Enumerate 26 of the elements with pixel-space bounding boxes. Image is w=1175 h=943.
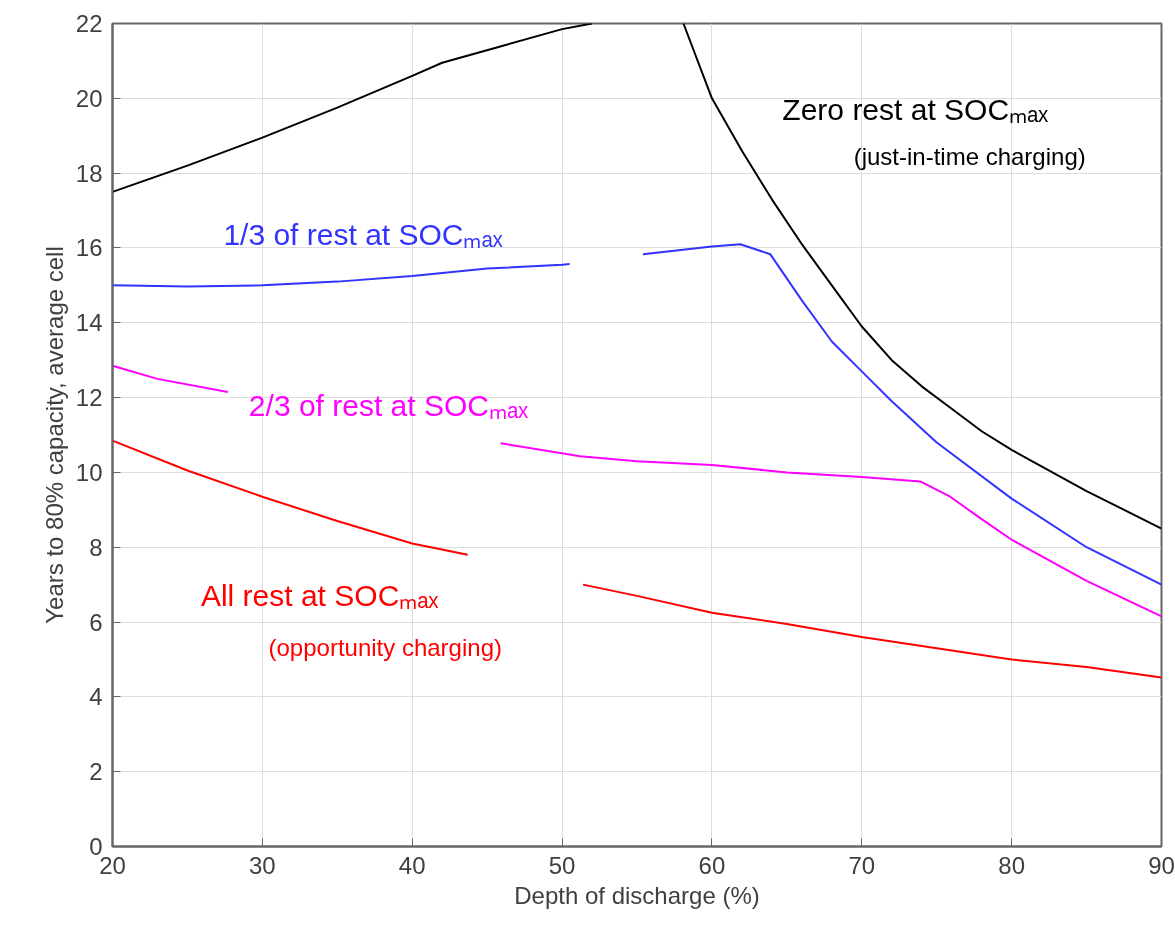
x-tick-label: 80: [998, 851, 1025, 879]
x-tick-label: 60: [698, 851, 726, 879]
y-tick-label: 4: [89, 683, 103, 711]
series-label: All rest at SOCₘₐₓ: [200, 579, 439, 613]
y-tick-label: 6: [89, 608, 103, 636]
annotation: (opportunity charging): [268, 633, 502, 661]
x-tick-label: 90: [1148, 851, 1175, 879]
y-tick-label: 20: [75, 84, 103, 112]
annotation: (just-in-time charging): [853, 142, 1086, 170]
series-label: 1/3 of rest at SOCₘₐₓ: [223, 218, 503, 252]
y-tick-label: 16: [75, 234, 103, 262]
y-tick-label: 14: [75, 309, 103, 337]
y-tick-label: 22: [75, 10, 103, 37]
y-tick-label: 18: [75, 159, 103, 187]
x-tick-label: 30: [249, 851, 276, 879]
y-tick-label: 2: [89, 758, 103, 786]
x-tick-label: 50: [548, 851, 576, 879]
y-axis-title: Years to 80% capacity, average cell: [40, 246, 68, 624]
y-tick-label: 8: [89, 533, 103, 561]
y-tick-label: 12: [75, 384, 103, 412]
x-tick-label: 40: [398, 851, 426, 879]
series-label: Zero rest at SOCₘₐₓ: [782, 93, 1049, 127]
series-label: 2/3 of rest at SOCₘₐₓ: [248, 388, 529, 422]
x-axis-title: Depth of discharge (%): [514, 881, 760, 909]
y-tick-label: 10: [75, 458, 103, 486]
x-tick-label: 70: [848, 851, 876, 879]
